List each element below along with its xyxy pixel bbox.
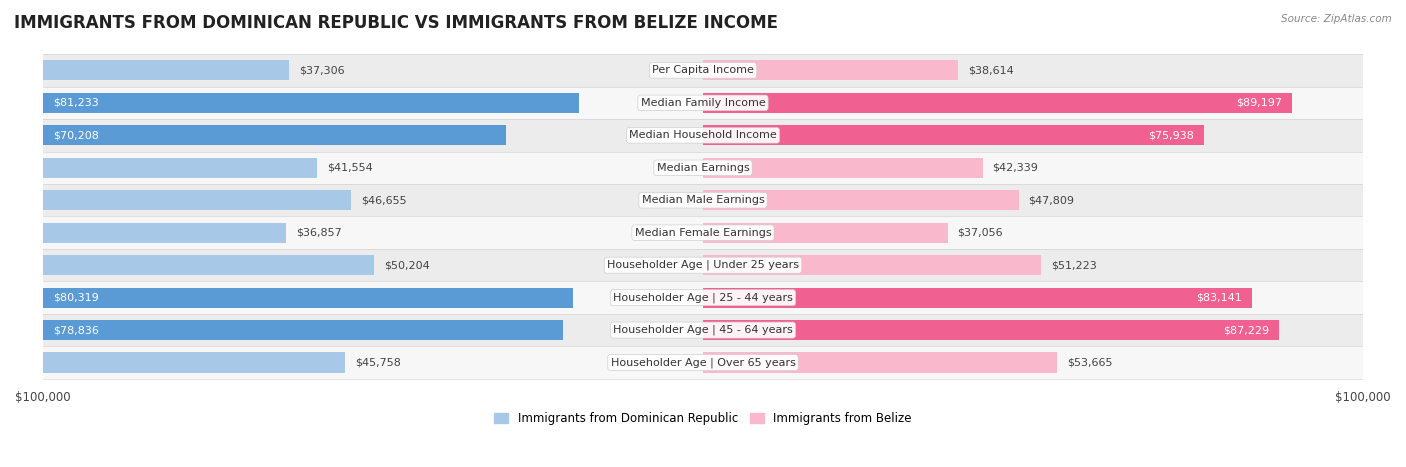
Bar [703,320,1279,340]
Text: Source: ZipAtlas.com: Source: ZipAtlas.com [1281,14,1392,24]
Text: $37,056: $37,056 [957,228,1002,238]
Text: Median Female Earnings: Median Female Earnings [634,228,772,238]
Text: Householder Age | Under 25 years: Householder Age | Under 25 years [607,260,799,270]
Text: Per Capita Income: Per Capita Income [652,65,754,75]
Bar [42,282,1364,314]
Bar [703,125,1205,145]
Bar [42,255,374,275]
Text: $38,614: $38,614 [967,65,1014,75]
Bar [703,60,957,80]
Text: $80,319: $80,319 [52,293,98,303]
Text: $51,223: $51,223 [1052,260,1097,270]
Text: $75,938: $75,938 [1149,130,1195,141]
Bar [42,60,290,80]
Bar [703,288,1251,308]
Text: Median Male Earnings: Median Male Earnings [641,195,765,205]
Bar [42,314,1364,347]
Bar [703,223,948,243]
Text: $50,204: $50,204 [384,260,430,270]
Text: $45,758: $45,758 [354,358,401,368]
Bar [42,190,352,210]
Bar [42,217,1364,249]
Bar [42,87,1364,119]
Text: Householder Age | 25 - 44 years: Householder Age | 25 - 44 years [613,292,793,303]
Bar [703,190,1018,210]
Text: $83,141: $83,141 [1197,293,1241,303]
Text: $36,857: $36,857 [297,228,342,238]
Text: $47,809: $47,809 [1029,195,1074,205]
Text: $87,229: $87,229 [1223,325,1270,335]
Bar [42,158,318,178]
Bar [42,288,574,308]
Bar [703,353,1057,373]
Text: Median Household Income: Median Household Income [628,130,778,141]
Text: IMMIGRANTS FROM DOMINICAN REPUBLIC VS IMMIGRANTS FROM BELIZE INCOME: IMMIGRANTS FROM DOMINICAN REPUBLIC VS IM… [14,14,778,32]
Text: Householder Age | 45 - 64 years: Householder Age | 45 - 64 years [613,325,793,335]
Text: Householder Age | Over 65 years: Householder Age | Over 65 years [610,357,796,368]
Legend: Immigrants from Dominican Republic, Immigrants from Belize: Immigrants from Dominican Republic, Immi… [489,408,917,430]
Bar [42,353,344,373]
Bar [42,125,506,145]
Bar [42,223,287,243]
Bar [42,320,564,340]
Text: Median Earnings: Median Earnings [657,163,749,173]
Text: $53,665: $53,665 [1067,358,1112,368]
Text: $78,836: $78,836 [52,325,98,335]
Text: $70,208: $70,208 [52,130,98,141]
Bar [42,54,1364,87]
Text: $37,306: $37,306 [299,65,344,75]
Text: Median Family Income: Median Family Income [641,98,765,108]
Bar [703,93,1292,113]
Bar [703,255,1042,275]
Text: $42,339: $42,339 [993,163,1038,173]
Bar [703,158,983,178]
Text: $46,655: $46,655 [361,195,406,205]
Bar [42,119,1364,152]
Text: $81,233: $81,233 [52,98,98,108]
Text: $41,554: $41,554 [328,163,373,173]
Bar [42,184,1364,217]
Bar [42,93,579,113]
Bar [42,152,1364,184]
Bar [42,249,1364,282]
Text: $89,197: $89,197 [1236,98,1282,108]
Bar [42,347,1364,379]
